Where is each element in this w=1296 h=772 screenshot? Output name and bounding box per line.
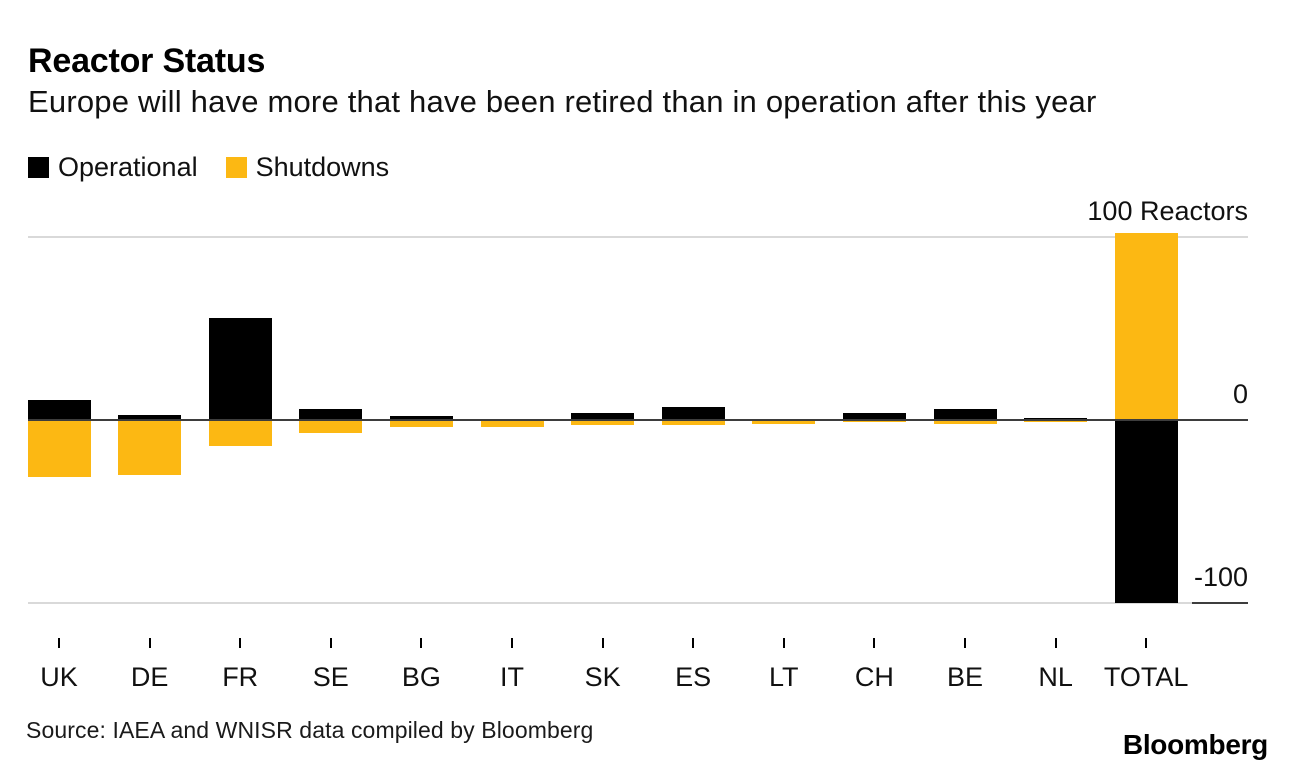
- x-label-ES: ES: [675, 662, 712, 692]
- x-tick-ES: [692, 638, 695, 648]
- x-label-LT: LT: [769, 662, 799, 692]
- bar-operational-TOTAL: [1114, 420, 1178, 603]
- bar-shutdowns-SK: [571, 420, 635, 426]
- x-label-BG: BG: [401, 662, 441, 692]
- x-tick-BG: [420, 638, 423, 648]
- bar-operational-SE: [299, 409, 363, 420]
- legend-label-shutdowns: Shutdowns: [255, 152, 390, 182]
- bar-operational-UK: [27, 399, 91, 420]
- y-axis-label-100: 100 Reactors: [1087, 196, 1248, 226]
- x-tick-CH: [873, 638, 876, 648]
- x-tick-LT: [782, 638, 785, 648]
- x-tick-SE: [329, 638, 332, 648]
- bar-operational-CH: [842, 412, 906, 420]
- legend-item-shutdowns: Shutdowns: [225, 152, 390, 183]
- bar-shutdowns-DE: [118, 420, 182, 475]
- x-tick-SK: [601, 638, 604, 648]
- bar-shutdowns-IT: [480, 420, 544, 428]
- x-label-UK: UK: [40, 662, 78, 692]
- y-axis-label-0: 0: [1232, 379, 1248, 409]
- x-label-SK: SK: [584, 662, 621, 692]
- bar-operational-BG: [389, 416, 453, 420]
- x-label-IT: IT: [500, 662, 524, 692]
- x-tick-FR: [239, 638, 242, 648]
- bar-shutdowns-LT: [752, 420, 816, 424]
- legend-item-operational: Operational: [28, 152, 198, 183]
- bar-operational-BE: [933, 409, 997, 420]
- chart-subtitle: Europe will have more that have been ret…: [28, 84, 1097, 119]
- bar-operational-FR: [208, 317, 272, 420]
- gridline-0: [28, 419, 1248, 421]
- x-label-TOTAL: TOTAL: [1103, 662, 1189, 692]
- x-label-SE: SE: [312, 662, 349, 692]
- gridline-100: [28, 236, 1248, 238]
- y-axis-label--100: -100: [1193, 562, 1248, 592]
- source-note: Source: IAEA and WNISR data compiled by …: [26, 717, 594, 743]
- bloomberg-logo: Bloomberg: [1122, 729, 1268, 760]
- shutdowns-swatch-icon: [225, 157, 247, 178]
- x-tick-IT: [511, 638, 513, 648]
- x-tick-BE: [964, 638, 966, 648]
- bar-shutdowns-BG: [389, 420, 453, 428]
- x-label-BE: BE: [946, 662, 984, 692]
- legend-label-operational: Operational: [58, 152, 198, 182]
- bar-shutdowns-FR: [208, 420, 272, 446]
- x-label-DE: DE: [130, 662, 169, 692]
- x-tick-UK: [58, 638, 60, 648]
- bar-shutdowns-ES: [661, 420, 725, 426]
- x-tick-NL: [1054, 638, 1057, 648]
- bar-shutdowns-SE: [299, 420, 363, 433]
- operational-swatch-icon: [28, 157, 49, 178]
- legend: Operational Shutdowns: [28, 152, 389, 183]
- x-label-CH: CH: [854, 662, 894, 692]
- bar-shutdowns-BE: [933, 420, 997, 424]
- x-tick-TOTAL: [1145, 638, 1148, 648]
- bar-shutdowns-UK: [27, 420, 91, 477]
- bar-operational-DE: [118, 414, 182, 420]
- axis-edge-segment--100: [1192, 602, 1248, 604]
- gridline--100: [28, 602, 1248, 604]
- chart-title: Reactor Status: [28, 42, 266, 80]
- x-label-FR: FR: [222, 662, 259, 692]
- bar-operational-ES: [661, 407, 725, 420]
- x-label-NL: NL: [1038, 662, 1073, 692]
- bar-shutdowns-TOTAL: [1114, 233, 1178, 420]
- x-tick-DE: [148, 638, 151, 648]
- bar-operational-SK: [571, 412, 635, 420]
